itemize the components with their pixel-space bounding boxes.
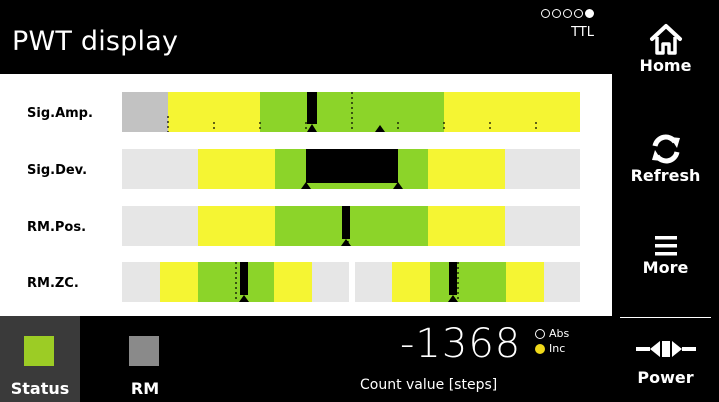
rm-zc-markers <box>235 262 459 302</box>
count-label: Count value [steps] <box>360 377 498 393</box>
refresh-icon <box>651 134 680 164</box>
bar-segment <box>444 92 580 132</box>
tab-status-label: Status <box>10 379 70 398</box>
bar-segment <box>506 262 544 302</box>
indicator-dot <box>574 9 583 18</box>
menu-icon <box>654 236 677 256</box>
bar-segment <box>198 149 275 189</box>
tab-status[interactable]: Status <box>0 316 80 402</box>
power-connector-icon <box>635 341 696 357</box>
sig-dev-bar <box>122 149 580 189</box>
indicator-dots <box>541 9 594 18</box>
indicator-dot <box>552 9 561 18</box>
row-label-sig-amp: Sig.Amp. <box>27 106 93 121</box>
status-indicator-square <box>24 336 54 366</box>
bar-segment <box>428 149 505 189</box>
header: PWT display TTL <box>0 0 612 74</box>
rm-zc-bar <box>122 262 580 302</box>
power-label: Power <box>637 368 694 387</box>
sig-amp-bar <box>122 92 580 132</box>
indicator-dot <box>563 9 572 18</box>
bar-segment <box>122 206 198 246</box>
bar-segment <box>312 262 349 302</box>
count-value: -1368 <box>400 321 522 367</box>
tab-rm-label: RM <box>130 379 160 398</box>
signal-type-label: TTL <box>571 25 594 40</box>
bar-segment <box>428 206 505 246</box>
radio-abs-icon <box>535 328 545 339</box>
home-label: Home <box>639 56 692 75</box>
sidebar-divider <box>620 317 711 318</box>
footer: Status RM -1368 Abs Inc Count value [ste… <box>0 316 612 402</box>
home-icon <box>649 24 682 55</box>
bar-segment <box>392 262 430 302</box>
rm-pos-bar <box>122 206 580 246</box>
more-button[interactable]: More <box>612 234 719 277</box>
more-label: More <box>642 258 689 277</box>
mode-abs-label: Abs <box>549 327 570 340</box>
sidebar: Home Refresh More Power <box>612 0 719 402</box>
home-button[interactable]: Home <box>612 22 719 75</box>
indicator-dot <box>585 9 594 18</box>
tab-rm[interactable]: RM <box>105 316 185 402</box>
bar-segment <box>274 262 312 302</box>
bar-segment <box>168 92 260 132</box>
bar-segment <box>122 92 168 132</box>
bar-segment <box>122 262 160 302</box>
power-button[interactable]: Power <box>612 338 719 387</box>
bar-segment <box>355 262 392 302</box>
bar-segment <box>160 262 198 302</box>
mode-inc[interactable]: Inc <box>535 342 565 355</box>
indicator-dot <box>541 9 550 18</box>
mode-inc-label: Inc <box>549 342 566 355</box>
bar-segment <box>505 149 580 189</box>
rm-indicator-square <box>129 336 159 366</box>
bar-segment <box>430 262 506 302</box>
sig-dev-markers <box>301 149 403 189</box>
bar-segment <box>505 206 580 246</box>
row-label-sig-dev: Sig.Dev. <box>27 163 88 178</box>
row-label-rm-pos: RM.Pos. <box>27 220 87 235</box>
refresh-label: Refresh <box>630 166 701 185</box>
row-label-rm-zc: RM.ZC. <box>27 276 79 291</box>
page-title: PWT display <box>12 26 179 57</box>
signal-display: Sig.Amp. Sig.Dev. <box>0 74 612 316</box>
bar-segment <box>275 206 428 246</box>
bar-segment <box>544 262 580 302</box>
sig-amp-markers <box>167 92 537 132</box>
bar-segment <box>122 149 198 189</box>
bar-segment <box>198 206 275 246</box>
refresh-button[interactable]: Refresh <box>612 132 719 185</box>
rm-pos-markers <box>341 206 351 246</box>
mode-abs[interactable]: Abs <box>535 327 569 340</box>
radio-inc-icon <box>535 343 545 354</box>
